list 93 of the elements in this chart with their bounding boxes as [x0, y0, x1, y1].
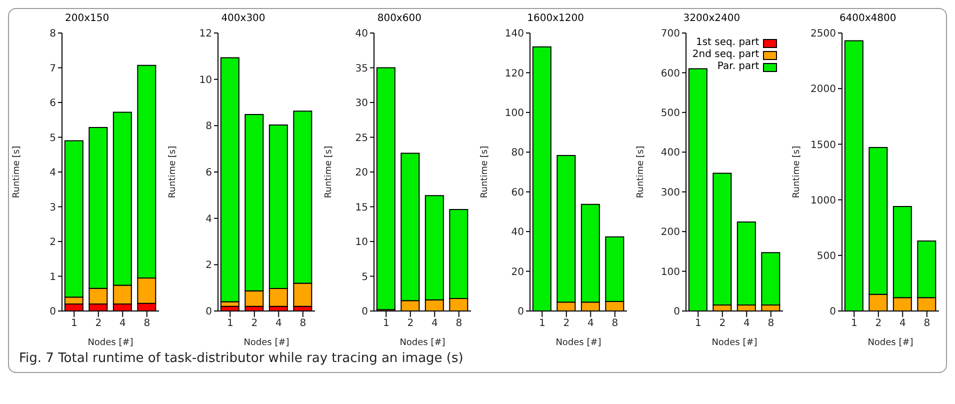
y-axis-title: Runtime [s] — [636, 146, 646, 198]
y-tick-label: 40 — [511, 227, 524, 238]
y-tick-label: 1 — [49, 272, 56, 283]
y-tick-label: 120 — [504, 68, 524, 80]
x-tick-label: 8 — [924, 318, 930, 330]
y-tick-label: 2 — [205, 260, 212, 272]
y-tick-label: 600 — [661, 68, 680, 80]
x-tick-label: 2 — [876, 318, 882, 330]
x-tick-label: 4 — [431, 318, 438, 330]
y-tick-label: 6 — [49, 98, 56, 110]
y-tick-label: 30 — [355, 98, 368, 110]
chart-title: 6400x4800 — [838, 13, 898, 26]
chart-title: 800x600 — [376, 13, 422, 26]
x-tick-label: 8 — [456, 318, 462, 330]
x-axis-title: Nodes [#] — [712, 338, 758, 348]
x-tick-label: 8 — [612, 318, 618, 330]
legend-label: 2nd seq. part — [692, 49, 760, 61]
x-tick-label: 8 — [299, 318, 306, 330]
y-tick-label: 8 — [49, 28, 56, 40]
y-tick-label: 140 — [504, 28, 524, 40]
legend-label: Par. part — [717, 61, 760, 73]
y-tick-label: 10 — [199, 74, 212, 86]
y-tick-label: 100 — [661, 266, 680, 278]
y-tick-label: 35 — [355, 63, 368, 74]
y-tick-label: 500 — [661, 108, 680, 119]
y-tick-label: 700 — [661, 28, 680, 40]
x-tick-label: 8 — [768, 318, 774, 330]
y-tick-label: 0 — [830, 306, 836, 318]
x-axis-title: Nodes [#] — [868, 338, 914, 348]
y-tick-label: 1500 — [810, 140, 836, 151]
y-tick-label: 0 — [49, 306, 56, 318]
y-tick-label: 10 — [355, 237, 368, 248]
y-axis-title: Runtime [s] — [792, 146, 803, 198]
y-tick-label: 100 — [504, 108, 524, 119]
chart-title: 400x300 — [220, 13, 266, 26]
y-tick-label: 8 — [205, 121, 212, 132]
y-tick-label: 400 — [661, 148, 680, 159]
y-axis-title: Runtime [s] — [12, 146, 22, 198]
x-tick-label: 1 — [538, 318, 546, 330]
y-tick-label: 7 — [49, 63, 56, 74]
y-tick-label: 300 — [661, 187, 680, 198]
x-tick-label: 4 — [275, 318, 282, 330]
y-tick-label: 4 — [205, 214, 212, 225]
legend-label: 1st seq. part — [696, 37, 760, 49]
x-tick-label: 2 — [250, 318, 258, 330]
y-tick-label: 0 — [205, 306, 212, 318]
y-tick-label: 40 — [355, 28, 368, 40]
y-tick-label: 12 — [199, 28, 212, 40]
y-tick-label: 25 — [355, 132, 368, 144]
y-tick-label: 500 — [817, 250, 836, 262]
y-tick-label: 0 — [518, 306, 524, 318]
x-tick-label: 4 — [900, 318, 906, 330]
y-tick-label: 3 — [49, 202, 56, 214]
x-tick-label: 4 — [119, 318, 126, 330]
x-tick-label: 8 — [143, 318, 150, 330]
y-tick-label: 2000 — [810, 84, 836, 96]
y-tick-label: 5 — [362, 272, 368, 283]
x-tick-label: 1 — [695, 318, 702, 330]
x-tick-label: 2 — [94, 318, 102, 330]
x-tick-label: 4 — [744, 318, 750, 330]
y-tick-label: 0 — [674, 306, 680, 318]
y-tick-label: 1000 — [810, 195, 836, 206]
y-tick-label: 6 — [205, 168, 212, 179]
chart-title: 1600x1200 — [526, 13, 585, 26]
x-tick-label: 2 — [407, 318, 414, 330]
y-axis-title: Runtime [s] — [480, 146, 490, 198]
chart-title: 3200x2400 — [682, 13, 742, 26]
y-tick-label: 20 — [511, 266, 524, 278]
y-tick-label: 60 — [511, 187, 524, 198]
y-tick-label: 4 — [49, 168, 56, 179]
y-axis-title: Runtime [s] — [324, 146, 334, 198]
y-tick-label: 15 — [355, 202, 368, 214]
x-tick-label: 2 — [719, 318, 726, 330]
x-axis-title: Nodes [#] — [87, 338, 133, 348]
y-tick-label: 0 — [362, 306, 368, 318]
y-tick-label: 20 — [355, 168, 368, 179]
caption: Fig. 7 Total runtime of task-distributor while ray tracing an image (s) — [18, 350, 464, 368]
y-tick-label: 2 — [49, 237, 56, 248]
x-tick-label: 1 — [851, 318, 858, 330]
x-tick-label: 1 — [70, 318, 77, 330]
y-tick-label: 80 — [511, 148, 524, 159]
x-tick-label: 4 — [587, 318, 594, 330]
x-tick-label: 2 — [563, 318, 570, 330]
x-tick-label: 1 — [382, 318, 390, 330]
y-axis-title: Runtime [s] — [168, 146, 178, 198]
x-tick-label: 1 — [226, 318, 234, 330]
x-axis-title: Nodes [#] — [243, 338, 290, 348]
y-tick-label: 200 — [661, 227, 680, 238]
y-tick-label: 2500 — [810, 28, 836, 40]
x-axis-title: Nodes [#] — [400, 338, 446, 348]
x-axis-title: Nodes [#] — [556, 338, 602, 348]
y-tick-label: 5 — [49, 132, 56, 144]
chart-title: 200x150 — [64, 13, 110, 26]
